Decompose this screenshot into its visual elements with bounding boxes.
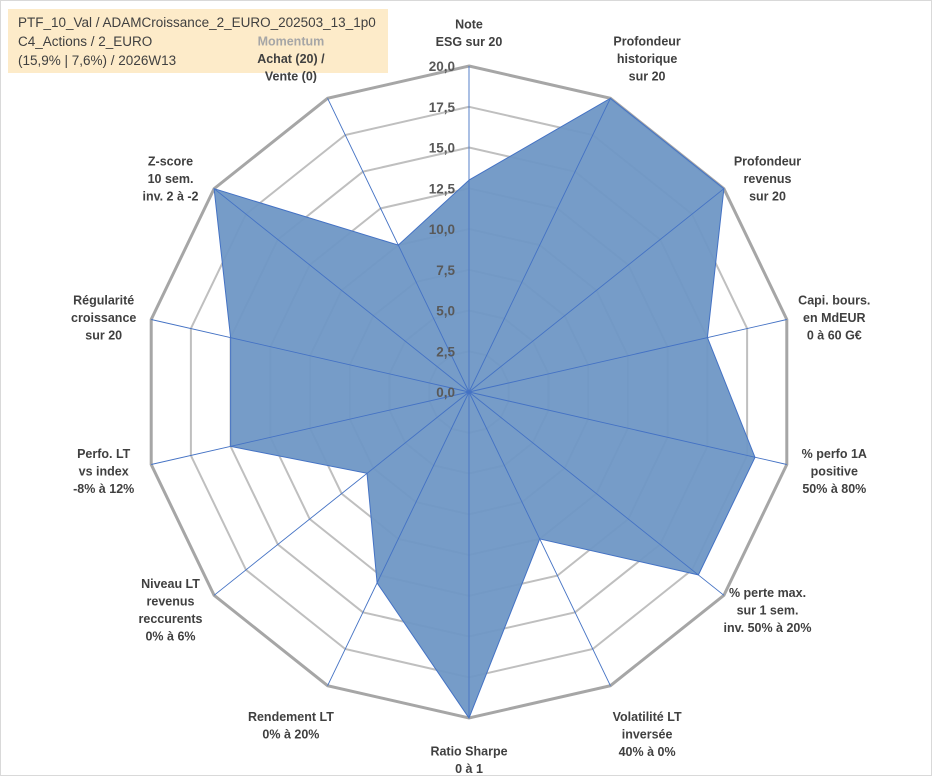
axis-label: Volatilité LT inversée 40% à 0%	[613, 710, 682, 759]
axis-spoke	[468, 391, 725, 596]
axis-label: Note ESG sur 20	[436, 18, 503, 50]
tick-label: 10,0	[429, 222, 455, 237]
axis-label-line: % perfo 1A	[802, 447, 867, 461]
axis-spoke	[468, 188, 725, 393]
tick-label: 7,5	[436, 263, 455, 278]
tick-label: 20,0	[429, 59, 455, 74]
axis-label-line: inv. 2 à -2	[142, 190, 198, 204]
axis-spoke	[213, 391, 470, 596]
axis-label: Profondeur historique sur 20	[613, 34, 680, 83]
axis-label-line: sur 20	[629, 69, 666, 83]
axis-label-line: sur 1 sem.	[737, 604, 799, 618]
axis-spoke	[151, 319, 470, 393]
axis-label: Perfo. LT vs index -8% à 12%	[73, 447, 134, 496]
axis-label-line: revenus	[147, 595, 195, 609]
portfolio-info-box: PTF_10_Val / ADAMCroissance_2_EURO_20250…	[8, 9, 388, 73]
axis-label-line: vs index	[79, 465, 129, 479]
axis-label-line: 50% à 80%	[802, 482, 866, 496]
axis-label: % perte max. sur 1 sem. inv. 50% à 20%	[723, 586, 811, 635]
axis-label: Régularité croissance sur 20	[71, 293, 136, 342]
portfolio-category: C4_Actions / 2_EURO	[18, 34, 153, 49]
axis-label-line: croissance	[71, 311, 136, 325]
axis-label-line: Profondeur	[734, 155, 801, 169]
portfolio-stats: (15,9% | 7,6%) / 2026W13	[18, 53, 177, 68]
tick-label: 15,0	[429, 141, 455, 156]
axis-label-line: Vente (0)	[265, 69, 317, 83]
axis-label: Momentum Achat (20) / Vente (0)	[257, 34, 325, 83]
axis-label-line: reccurents	[139, 612, 203, 626]
axis-spoke	[151, 391, 470, 465]
axis-spoke	[468, 391, 611, 686]
tick-label: 12,5	[429, 181, 456, 196]
axis-label: Niveau LT revenus reccurents 0% à 6%	[139, 577, 203, 644]
axis-label-line: 10 sem.	[148, 172, 194, 186]
axis-label-line: Profondeur	[613, 34, 680, 48]
axis-label-line: Z-score	[148, 155, 193, 169]
axis-label: Capi. bours. en MdEUR 0 à 60 G€	[798, 293, 870, 342]
axis-label-line: Régularité	[73, 293, 134, 307]
tick-label: 17,5	[429, 100, 456, 115]
axis-label: Z-score 10 sem. inv. 2 à -2	[142, 155, 198, 204]
axis-spoke	[327, 391, 470, 686]
axis-label-line: % perte max.	[729, 586, 806, 600]
axis-label-line: Achat (20) /	[257, 52, 325, 66]
axis-label-line: Ratio Sharpe	[430, 745, 507, 759]
axis-label: Ratio Sharpe 0 à 1	[430, 745, 507, 776]
axis-label-line: 0% à 20%	[262, 728, 319, 742]
axis-label: % perfo 1A positive 50% à 80%	[802, 447, 867, 496]
tick-label: 2,5	[436, 344, 455, 359]
axis-label-line: Rendement LT	[248, 710, 334, 724]
axis-label-line: Volatilité LT	[613, 710, 682, 724]
axis-spoke	[327, 98, 470, 393]
axis-label-line: positive	[811, 465, 858, 479]
series-area	[213, 97, 756, 720]
tick-label: 0,0	[436, 385, 455, 400]
axis-spoke	[213, 188, 470, 393]
axis-label-line: Capi. bours.	[798, 293, 870, 307]
portfolio-title: PTF_10_Val / ADAMCroissance_2_EURO_20250…	[18, 15, 376, 30]
axis-spoke	[468, 391, 787, 465]
axis-label-line: 0 à 60 G€	[807, 328, 862, 342]
axis-label-line: Momentum	[258, 34, 325, 48]
axis-label-line: sur 20	[85, 328, 122, 342]
axis-label-line: 40% à 0%	[619, 745, 676, 759]
axis-label-line: inv. 50% à 20%	[723, 621, 811, 635]
axis-label-line: ESG sur 20	[436, 35, 503, 49]
axis-label-line: sur 20	[749, 190, 786, 204]
tick-label: 5,0	[436, 304, 455, 319]
axis-spoke	[468, 98, 611, 393]
axis-label-line: Note	[455, 18, 483, 32]
axis-label-line: inversée	[622, 728, 673, 742]
axis-label-line: -8% à 12%	[73, 482, 134, 496]
axis-label-line: en MdEUR	[803, 311, 866, 325]
axis-label-line: Niveau LT	[141, 577, 200, 591]
axis-label: Rendement LT 0% à 20%	[248, 710, 334, 742]
axis-label-line: revenus	[744, 172, 792, 186]
axis-spoke	[468, 319, 787, 393]
axis-label-line: Perfo. LT	[77, 447, 131, 461]
axis-label: Profondeur revenus sur 20	[734, 155, 801, 204]
axis-label-line: historique	[617, 52, 677, 66]
axis-label-line: 0% à 6%	[145, 630, 195, 644]
axis-label-line: 0 à 1	[455, 762, 483, 776]
